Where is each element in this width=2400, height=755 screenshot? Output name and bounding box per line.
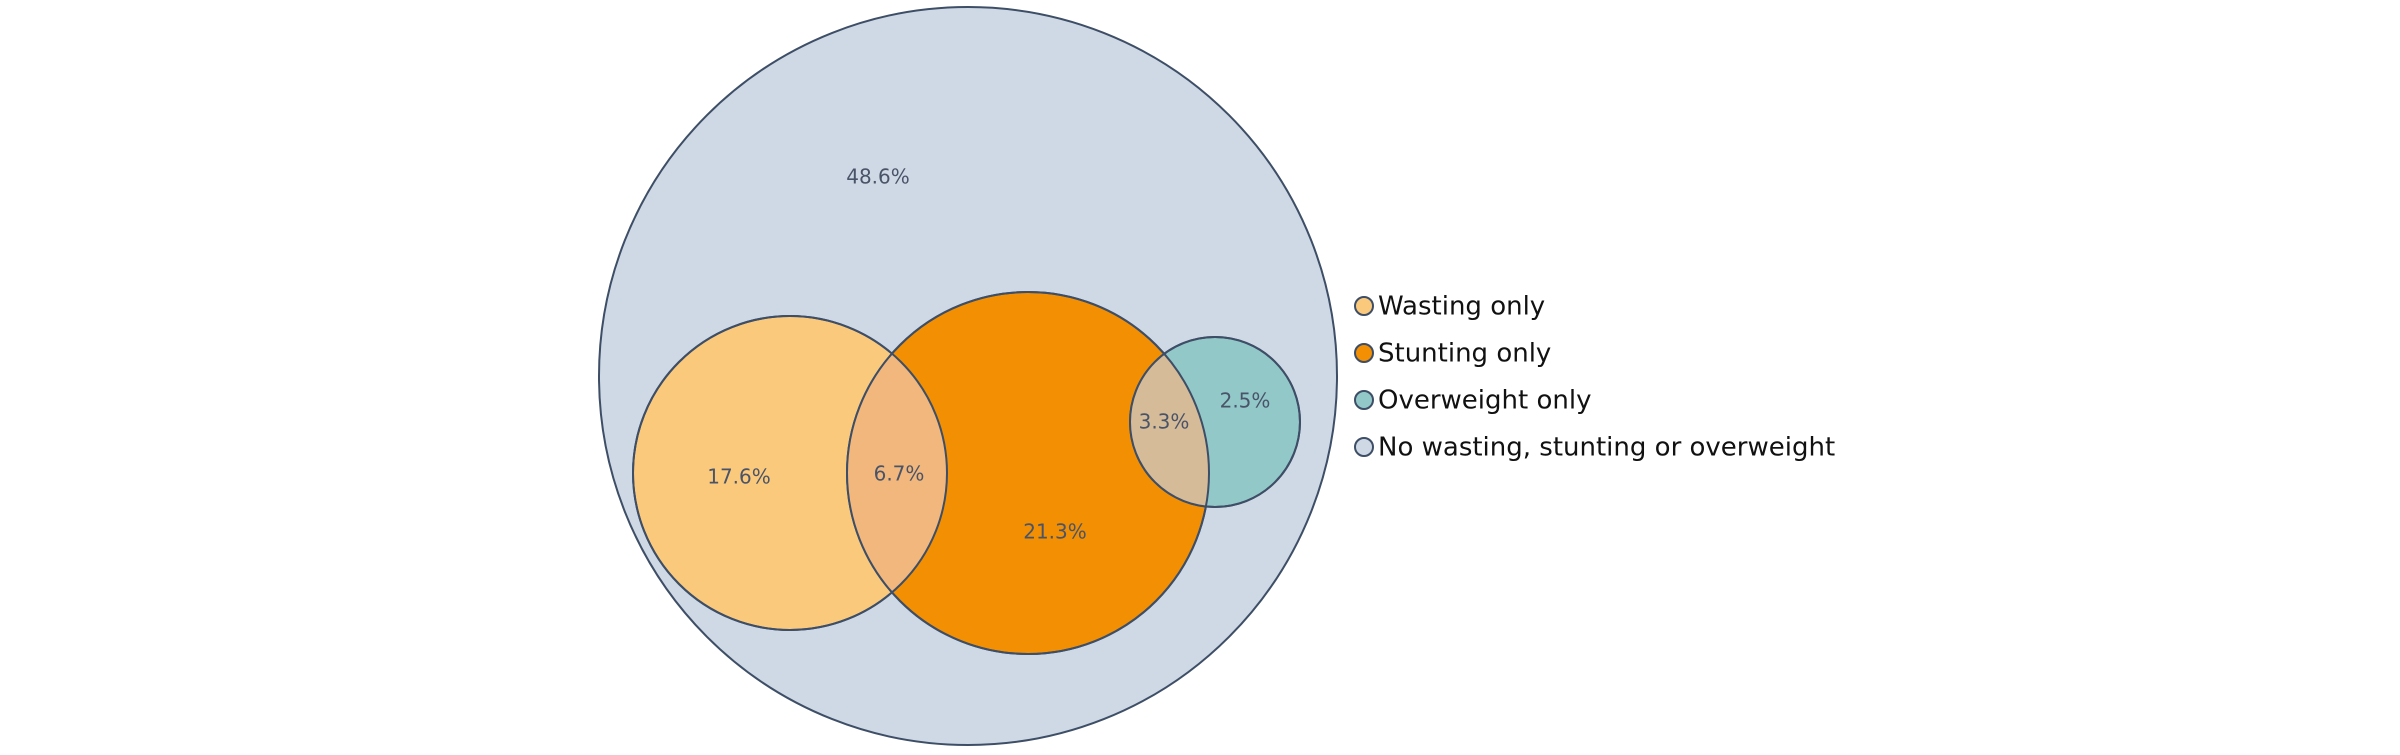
overweight-outline [1129,336,1301,508]
legend-item-none: No wasting, stunting or overweight [1354,433,1835,463]
region-label-stunting-overweight: 3.3% [1139,410,1190,434]
wasting-outline [632,315,948,631]
stunting-overweight-overlap [1130,337,1209,507]
region-label-wasting-only: 17.6% [707,465,771,489]
legend-item-stunting: Stunting only [1354,339,1551,369]
legend-swatch [1354,343,1374,363]
region-label-overweight-only: 2.5% [1220,389,1271,413]
region-label-none: 48.6% [846,165,910,189]
legend-label: No wasting, stunting or overweight [1378,433,1835,463]
legend-label: Wasting only [1378,292,1545,322]
legend-item-overweight: Overweight only [1354,386,1591,416]
legend-swatch [1354,390,1374,410]
region-label-stunting-only: 21.3% [1023,520,1087,544]
legend: Wasting only Stunting only Overweight on… [1354,292,1835,463]
legend-label: Overweight only [1378,386,1591,416]
region-label-wasting-stunting: 6.7% [874,462,925,486]
stunting-outline [846,291,1210,655]
wasting-stunting-overlap [847,316,947,630]
legend-swatch [1354,437,1374,457]
legend-label: Stunting only [1378,339,1551,369]
legend-item-wasting: Wasting only [1354,292,1545,322]
legend-swatch [1354,296,1374,316]
